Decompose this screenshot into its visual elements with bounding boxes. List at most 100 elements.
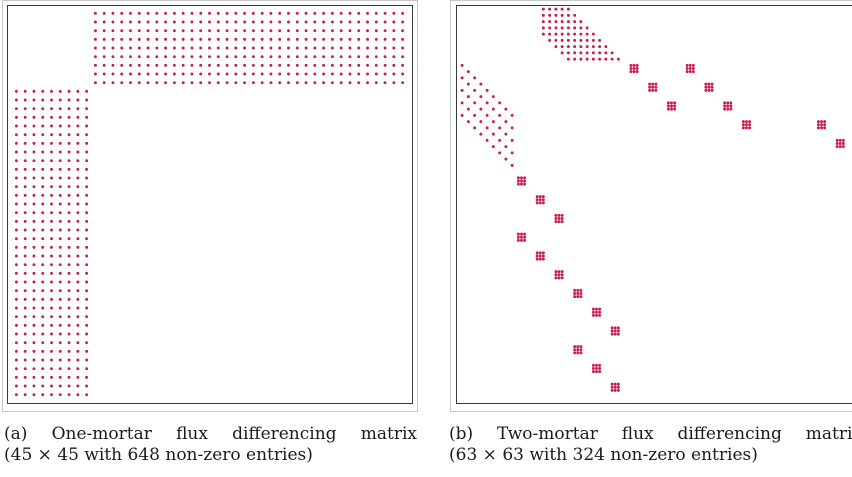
matrix-entry bbox=[23, 271, 27, 275]
matrix-entry bbox=[523, 176, 527, 180]
matrix-entry bbox=[629, 67, 633, 70]
matrix-entry bbox=[673, 104, 677, 108]
matrix-entry bbox=[85, 141, 89, 145]
matrix-entry bbox=[23, 341, 27, 345]
matrix-entry bbox=[41, 133, 45, 137]
matrix-entry bbox=[729, 104, 733, 108]
matrix-entry bbox=[366, 72, 369, 76]
matrix-entry bbox=[199, 29, 203, 33]
matrix-entry bbox=[50, 133, 53, 137]
matrix-entry bbox=[41, 254, 45, 258]
matrix-entry bbox=[32, 115, 36, 119]
matrix-entry bbox=[14, 367, 18, 371]
matrix-entry bbox=[102, 20, 106, 24]
matrix-entry bbox=[58, 289, 62, 293]
matrix-entry bbox=[366, 55, 369, 59]
matrix-entry bbox=[85, 384, 89, 388]
matrix-entry bbox=[23, 323, 27, 327]
matrix-entry bbox=[32, 306, 36, 310]
matrix-entry bbox=[498, 113, 502, 117]
matrix-entry bbox=[560, 220, 564, 224]
matrix-entry bbox=[216, 20, 220, 24]
matrix-entry bbox=[111, 29, 115, 33]
matrix-entry bbox=[23, 124, 27, 128]
matrix-entry bbox=[541, 257, 545, 261]
matrix-entry bbox=[251, 63, 255, 67]
matrix-entry bbox=[93, 29, 97, 33]
matrix-entry bbox=[357, 37, 361, 41]
matrix-entry bbox=[50, 159, 53, 163]
matrix-entry bbox=[579, 45, 583, 49]
matrix-entry bbox=[50, 167, 53, 171]
matrix-entry bbox=[598, 363, 602, 367]
matrix-entry bbox=[23, 185, 27, 189]
matrix-entry bbox=[50, 141, 53, 145]
matrix-entry bbox=[820, 126, 823, 130]
matrix-entry bbox=[32, 98, 36, 102]
matrix-entry bbox=[50, 115, 53, 119]
matrix-entry bbox=[616, 329, 620, 333]
caption-a-line1: (a) One-mortar flux differencing matrix bbox=[4, 424, 417, 444]
matrix-entry bbox=[102, 72, 106, 76]
matrix-entry bbox=[85, 280, 89, 284]
matrix-entry bbox=[585, 38, 589, 42]
matrix-entry bbox=[322, 81, 326, 85]
matrix-entry bbox=[41, 245, 45, 249]
matrix-entry bbox=[85, 332, 89, 336]
matrix-entry bbox=[50, 185, 53, 189]
matrix-entry bbox=[129, 37, 132, 41]
matrix-entry bbox=[573, 345, 577, 349]
matrix-entry bbox=[58, 167, 62, 171]
matrix-entry bbox=[67, 150, 71, 154]
matrix-entry bbox=[707, 85, 711, 89]
matrix-entry bbox=[216, 46, 220, 50]
matrix-entry bbox=[473, 101, 477, 105]
matrix-entry bbox=[14, 393, 18, 397]
matrix-entry bbox=[120, 20, 124, 24]
matrix-entry bbox=[58, 159, 62, 163]
matrix-entry bbox=[85, 393, 89, 397]
matrix-entry bbox=[208, 63, 211, 67]
matrix-entry bbox=[129, 72, 132, 76]
matrix-entry bbox=[41, 332, 45, 336]
matrix-entry bbox=[295, 55, 299, 59]
matrix-entry bbox=[50, 289, 53, 293]
matrix-entry bbox=[479, 107, 483, 111]
matrix-entry bbox=[557, 276, 561, 280]
plot-frame-outer-b bbox=[450, 0, 852, 412]
matrix-entry bbox=[58, 202, 62, 206]
matrix-entry bbox=[23, 107, 27, 111]
matrix-entry bbox=[729, 107, 733, 111]
matrix-entry bbox=[243, 55, 247, 59]
matrix-entry bbox=[585, 32, 589, 36]
matrix-entry bbox=[541, 198, 545, 202]
matrix-entry bbox=[538, 251, 542, 255]
matrix-entry bbox=[538, 254, 542, 258]
matrix-entry bbox=[401, 37, 405, 41]
matrix-entry bbox=[613, 326, 617, 330]
matrix-entry bbox=[816, 126, 820, 130]
caption-b-line2: (63 × 63 with 324 non-zero entries) bbox=[449, 445, 758, 465]
matrix-entry bbox=[591, 370, 595, 374]
matrix-entry bbox=[234, 37, 238, 41]
matrix-entry bbox=[23, 349, 27, 353]
matrix-entry bbox=[67, 228, 71, 232]
matrix-entry bbox=[58, 124, 62, 128]
matrix-entry bbox=[76, 332, 80, 336]
matrix-entry bbox=[566, 7, 570, 11]
matrix-entry bbox=[120, 81, 124, 85]
matrix-entry bbox=[216, 37, 220, 41]
matrix-entry bbox=[102, 37, 106, 41]
matrix-entry bbox=[473, 76, 477, 80]
matrix-entry bbox=[523, 235, 527, 239]
matrix-entry bbox=[85, 176, 89, 180]
matrix-entry bbox=[76, 219, 80, 223]
matrix-entry bbox=[613, 382, 617, 386]
matrix-entry bbox=[58, 98, 62, 102]
matrix-entry bbox=[304, 55, 308, 59]
matrix-entry bbox=[14, 245, 18, 249]
matrix-entry bbox=[573, 288, 577, 292]
matrix-entry bbox=[76, 393, 80, 397]
matrix-entry bbox=[269, 29, 273, 33]
matrix-entry bbox=[554, 38, 558, 42]
